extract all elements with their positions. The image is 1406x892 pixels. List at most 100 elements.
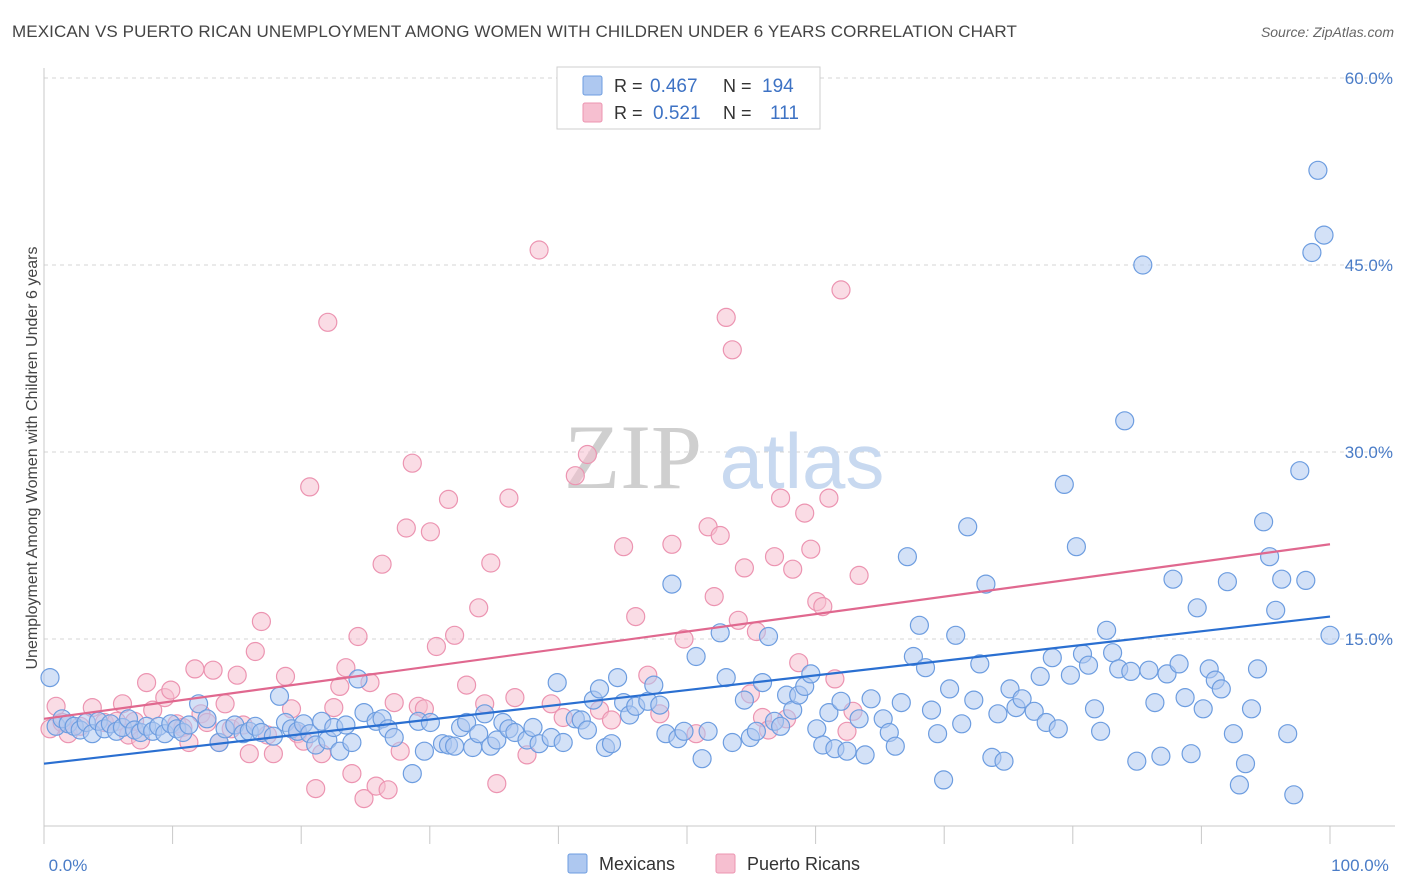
watermark-atlas: atlas (720, 417, 885, 505)
mexicans-point (577, 720, 598, 740)
puerto-ricans-point (239, 744, 259, 764)
puerto-ricans-point (354, 788, 374, 809)
puerto-ricans-point (764, 547, 785, 567)
puerto-ricans-point (306, 778, 326, 799)
mexicans-point (1151, 746, 1171, 766)
puerto-ricans-point (245, 641, 265, 662)
mexicans-point (939, 679, 960, 699)
mexicans-point (897, 547, 918, 567)
mexicans-point (523, 717, 543, 738)
legend-label-puerto-ricans: Puerto Ricans (747, 854, 860, 874)
mexicans-point (1066, 537, 1087, 557)
puerto-ricans-point (849, 565, 869, 586)
mexicans-point (553, 732, 573, 753)
puerto-ricans-point (227, 665, 247, 685)
mexicans-point (1296, 570, 1316, 591)
legend-swatch-mexicans (567, 853, 588, 874)
puerto-ricans-point (137, 672, 157, 693)
legend-label-mexicans: Mexicans (599, 854, 675, 874)
puerto-ricans-point (770, 488, 791, 508)
mexicans-point (420, 712, 440, 733)
mexicans-point (1096, 620, 1117, 640)
mexicans-point (1024, 701, 1044, 721)
puerto-ricans-point (336, 658, 356, 678)
mexicans-point (770, 716, 791, 736)
puerto-ricans-point (420, 522, 440, 542)
mexicans-point (607, 667, 628, 688)
puerto-ricans-point (396, 518, 416, 538)
mexicans-point (855, 745, 875, 765)
puerto-ricans-point (185, 659, 205, 679)
puerto-ricans-point (438, 489, 459, 509)
mexicans-point (746, 721, 767, 741)
puerto-ricans-point (469, 598, 489, 618)
mexicans-point (1302, 242, 1322, 263)
mexicans-point (414, 741, 434, 761)
mexicans-point (976, 574, 996, 594)
mexicans-point (1217, 572, 1238, 592)
puerto-ricans-point (674, 629, 694, 649)
mexicans-point (964, 690, 984, 710)
mexicans-point (837, 741, 857, 761)
series-legend: Mexicans Puerto Ricans (567, 853, 860, 874)
puerto-ricans-point (734, 558, 755, 578)
mexicans-point (1284, 785, 1304, 805)
mexicans-point (909, 615, 930, 635)
mexicans-point (970, 654, 990, 674)
mexicans-point (686, 646, 706, 667)
puerto-ricans-point (813, 596, 833, 617)
mexicans-point (662, 574, 682, 594)
mexicans-point (384, 727, 404, 748)
mexicans-point (1247, 659, 1268, 679)
puerto-ricans-point (710, 525, 730, 546)
puerto-ricans-point (215, 694, 235, 714)
mexicans-point (1278, 724, 1298, 744)
mexicans-point (1187, 598, 1207, 618)
puerto-ricans-point (831, 280, 851, 300)
x-tick-label-0: 0.0% (49, 856, 88, 875)
stats-n-label-0: N = (723, 76, 752, 96)
mexicans-point (722, 732, 742, 753)
mexicans-point (348, 669, 368, 689)
puerto-ricans-point (300, 477, 320, 497)
puerto-ricans-point (402, 453, 422, 473)
mexicans-point (885, 736, 905, 756)
mexicans-point (487, 730, 507, 750)
mexicans-point (1169, 654, 1189, 674)
mexicans-point (1223, 724, 1244, 744)
puerto-ricans-point (378, 780, 398, 800)
mexicans-point (1012, 689, 1032, 709)
grid (44, 77, 1395, 640)
y-tick-label-0: 15.0% (1345, 630, 1393, 649)
y-tick-label-1: 30.0% (1345, 443, 1393, 462)
mexicans-point (179, 715, 199, 735)
puerto-ricans-point (626, 606, 646, 627)
puerto-ricans-point (251, 611, 271, 632)
mexicans-point (469, 724, 489, 744)
puerto-ricans-point (716, 307, 736, 327)
stats-n-value-0: 194 (762, 76, 794, 97)
puerto-ricans-point (372, 554, 392, 574)
puerto-ricans-point (662, 534, 682, 554)
mexicans-point (445, 736, 465, 756)
mexicans-point (801, 664, 821, 684)
puerto-ricans-point (819, 488, 839, 508)
stats-swatch-blue (582, 75, 603, 96)
mexicans-point (197, 709, 217, 729)
mexicans-point (1229, 775, 1250, 795)
puerto-ricans-point (348, 626, 368, 647)
puerto-ricans-point (263, 744, 283, 764)
mexicans-point (644, 675, 664, 695)
mexicans-point (1193, 699, 1213, 719)
legend-swatch-puerto-ricans (715, 853, 736, 874)
puerto-ricans-point (330, 676, 350, 697)
mexicans-point (1181, 744, 1201, 764)
mexicans-point (952, 714, 972, 734)
mexicans-point (933, 770, 954, 790)
mexicans-point (921, 700, 942, 720)
puerto-ricans-point (457, 675, 477, 695)
mexicans-point (758, 626, 779, 647)
chart-title: MEXICAN VS PUERTO RICAN UNEMPLOYMENT AMO… (12, 22, 1017, 41)
puerto-ricans-point (529, 240, 549, 260)
